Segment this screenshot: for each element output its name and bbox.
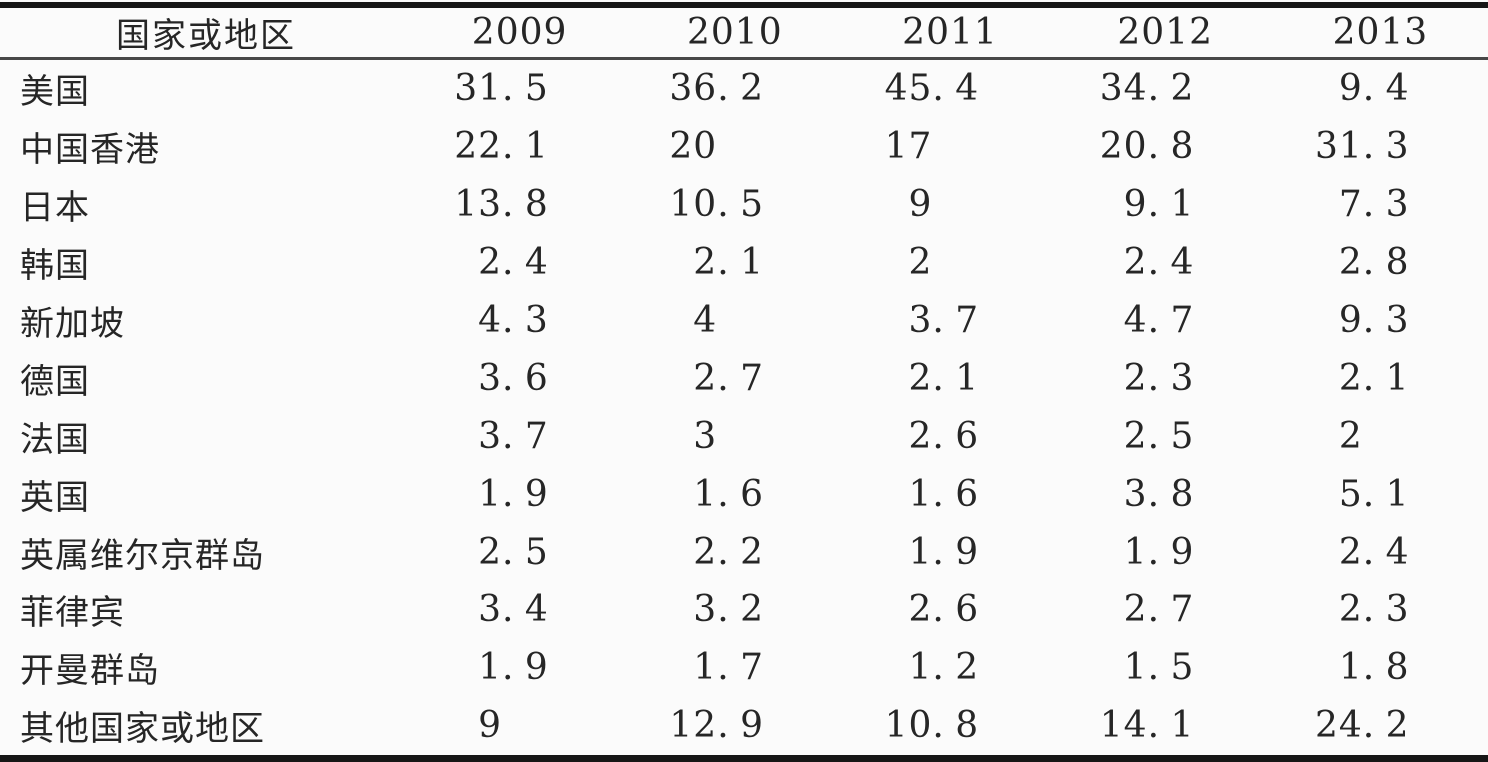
value-cell: 2. 3 [1338, 589, 1409, 631]
value-cell: 2. 2 [693, 531, 763, 573]
table-row: 其他国家或地区 9 12. 9 10. 8 14. 1 24. 2 [0, 697, 1488, 759]
value-cell: 4 [693, 300, 718, 341]
value-cell: 34. 2 [1099, 68, 1194, 110]
value-cell: 1. 6 [693, 473, 763, 515]
value-cell: 17 [884, 126, 933, 168]
value-cell: 1. 8 [1338, 647, 1409, 689]
table-row: 德国 3. 6 2. 7 2. 1 2. 3 2. 1 [0, 349, 1488, 407]
region-cell: 菲律宾 [20, 593, 125, 634]
value-cell: 31. 3 [1314, 126, 1409, 168]
value-cell: 3. 7 [908, 300, 979, 341]
region-cell: 其他国家或地区 [20, 709, 265, 750]
region-cell: 日本 [20, 188, 90, 229]
region-cell: 法国 [20, 419, 90, 460]
value-cell: 12. 9 [669, 705, 763, 747]
col-header-2013: 2013 [1332, 12, 1429, 53]
value-cell: 10. 8 [884, 705, 979, 747]
value-cell: 9. 4 [1338, 68, 1409, 110]
region-cell: 新加坡 [20, 304, 125, 344]
col-header-2011: 2011 [902, 12, 998, 53]
value-cell: 2. 1 [908, 357, 979, 399]
value-cell: 4. 3 [478, 300, 548, 341]
value-cell: 9 [908, 184, 933, 226]
value-cell: 1. 2 [908, 647, 979, 689]
table-row: 开曼群岛 1. 9 1. 7 1. 2 1. 5 1. 8 [0, 639, 1488, 697]
table-row: 新加坡 4. 3 4 3. 7 4. 7 9. 3 [0, 292, 1488, 350]
col-header-2010: 2010 [686, 12, 783, 53]
value-cell: 9. 3 [1338, 300, 1409, 341]
region-cell: 开曼群岛 [20, 651, 160, 692]
value-cell: 2. 1 [1338, 357, 1409, 399]
region-cell: 英属维尔京群岛 [20, 535, 265, 576]
value-cell: 2. 7 [693, 357, 763, 399]
value-cell: 3. 2 [693, 589, 763, 631]
value-cell: 2. 6 [908, 589, 979, 631]
col-header-2009: 2009 [471, 12, 568, 53]
value-cell: 2 [908, 242, 933, 284]
value-cell: 2. 3 [1123, 357, 1194, 399]
table-row: 英属维尔京群岛 2. 5 2. 2 1. 9 1. 9 2. 4 [0, 523, 1488, 581]
value-cell: 20 [669, 126, 718, 168]
value-cell: 20. 8 [1099, 126, 1194, 168]
value-cell: 3. 6 [478, 357, 548, 399]
region-cell: 英国 [20, 477, 90, 518]
table-row: 美国 31. 5 36. 2 45. 4 34. 2 9. 4 [0, 59, 1488, 118]
value-cell: 1. 6 [908, 473, 979, 515]
region-cell: 中国香港 [20, 130, 160, 171]
value-cell: 2. 7 [1123, 589, 1194, 631]
value-cell: 1. 5 [1123, 647, 1194, 689]
value-cell: 2. 1 [693, 242, 763, 284]
region-cell: 德国 [20, 361, 90, 402]
value-cell: 3. 7 [478, 415, 548, 457]
value-cell: 3. 4 [478, 589, 548, 631]
value-cell: 2. 5 [1123, 415, 1194, 457]
value-cell: 45. 4 [884, 68, 979, 110]
value-cell: 2. 6 [908, 415, 979, 457]
value-cell: 10. 5 [669, 184, 763, 226]
value-cell: 3. 8 [1123, 473, 1194, 515]
col-header-region: 国家或地区 [116, 16, 296, 56]
value-cell: 2. 5 [478, 531, 548, 573]
value-cell: 2 [1338, 415, 1363, 457]
table-row: 中国香港 22. 1 20 17 20. 8 31. 3 [0, 118, 1488, 176]
value-cell: 7. 3 [1338, 184, 1409, 226]
table-row: 法国 3. 7 3 2. 6 2. 5 2 [0, 407, 1488, 465]
table-row: 日本 13. 8 10. 5 9 9. 1 7. 3 [0, 176, 1488, 234]
value-cell: 31. 5 [454, 68, 548, 110]
col-header-2012: 2012 [1117, 12, 1213, 53]
value-cell: 2. 8 [1338, 242, 1409, 284]
table-row: 英国 1. 9 1. 6 1. 6 3. 8 5. 1 [0, 465, 1488, 523]
header-row: 国家或地区 2009 2010 2011 2012 2013 [0, 5, 1488, 59]
value-cell: 2. 4 [1123, 242, 1194, 284]
table-row: 韩国 2. 4 2. 1 2 2. 4 2. 8 [0, 234, 1488, 292]
value-cell: 1. 9 [908, 531, 979, 573]
value-cell: 4. 7 [1123, 300, 1194, 341]
region-cell: 韩国 [20, 246, 90, 287]
region-cell: 美国 [20, 72, 90, 113]
value-cell: 2. 4 [1338, 531, 1409, 573]
value-cell: 14. 1 [1099, 705, 1194, 747]
value-cell: 3 [693, 415, 718, 457]
value-cell: 5. 1 [1338, 473, 1409, 515]
value-cell: 1. 7 [693, 647, 763, 689]
table-row: 菲律宾 3. 4 3. 2 2. 6 2. 7 2. 3 [0, 581, 1488, 639]
value-cell: 13. 8 [454, 184, 548, 226]
value-cell: 24. 2 [1314, 705, 1409, 747]
value-cell: 9. 1 [1123, 184, 1194, 226]
value-cell: 1. 9 [478, 647, 548, 689]
value-cell: 1. 9 [478, 473, 548, 515]
value-cell: 36. 2 [669, 68, 763, 110]
value-cell: 2. 4 [478, 242, 548, 284]
value-cell: 1. 9 [1123, 531, 1194, 573]
value-cell: 9 [478, 705, 503, 747]
value-cell: 22. 1 [454, 126, 548, 168]
